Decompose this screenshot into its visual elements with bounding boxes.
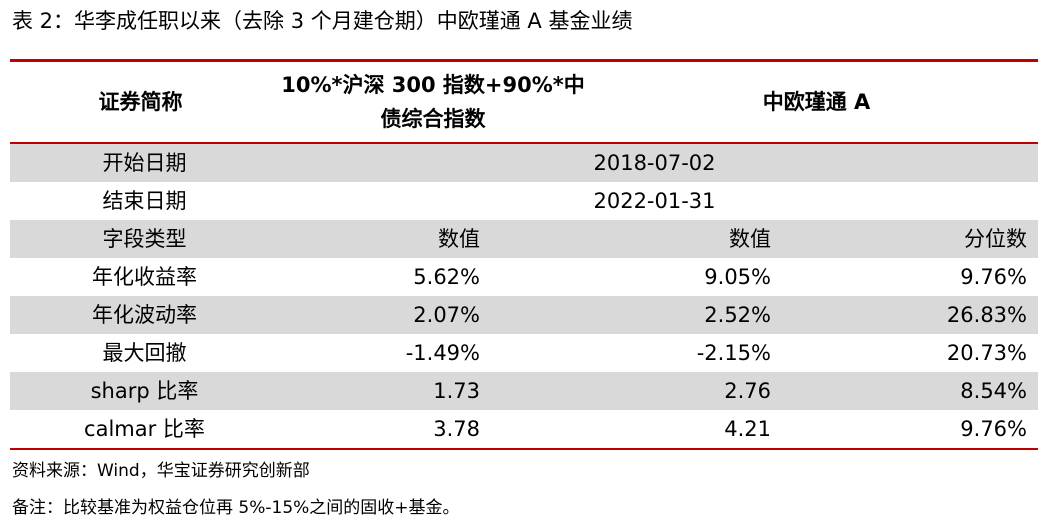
fund-value: 2.76 (724, 379, 771, 403)
benchmark-value: 2.07% (413, 303, 480, 327)
fund-value: 9.05% (704, 265, 771, 289)
row-label: calmar 比率 (10, 410, 271, 450)
top-rule (10, 59, 1038, 62)
benchmark-value: -1.49% (405, 341, 480, 365)
row-label: sharp 比率 (10, 372, 271, 410)
benchmark-value: 5.62% (413, 265, 480, 289)
benchmark-value: 3.78 (433, 417, 480, 441)
field-type-percentile: 分位数 (964, 227, 1027, 251)
fund-percentile: 8.54% (960, 379, 1027, 403)
fund-value: 2.52% (704, 303, 771, 327)
row-label: 年化收益率 (92, 265, 197, 289)
table-row: 年化波动率 2.07% 2.52% 26.83% (10, 296, 1039, 334)
table-row: 字段类型 数值 数值 分位数 (10, 220, 1039, 258)
fund-value: -2.15% (696, 341, 771, 365)
fund-percentile: 20.73% (946, 341, 1027, 365)
table-row: 年化收益率 5.62% 9.05% 9.76% (10, 258, 1038, 296)
table-row: 开始日期 2018-07-02 (10, 143, 1039, 182)
table-title: 表 2：华李成任职以来（去除 3 个月建仓期）中欧瑾通 A 基金业绩 (12, 9, 633, 33)
end-date-value: 2022-01-31 (593, 189, 716, 213)
header-benchmark-line2: 债综合指数 (380, 107, 486, 131)
performance-table: 证券简称 10%*沪深 300 指数+90%*中 债综合指数 中欧瑾通 A 开始… (10, 62, 1039, 450)
header-row: 证券简称 10%*沪深 300 指数+90%*中 债综合指数 中欧瑾通 A (10, 62, 1039, 144)
row-label: 最大回撤 (102, 341, 187, 365)
fund-percentile: 9.76% (960, 417, 1027, 441)
source-note: 资料来源：Wind，华宝证券研究创新部 (12, 461, 310, 481)
field-type-value: 数值 (438, 227, 480, 251)
fund-value: 4.21 (724, 417, 771, 441)
field-type-value: 数值 (729, 227, 771, 251)
header-security-name: 证券简称 (10, 62, 271, 144)
remark-note: 备注：比较基准为权益仓位再 5%-15%之间的固收+基金。 (12, 498, 460, 518)
header-benchmark-line1: 10%*沪深 300 指数+90%*中 (281, 73, 585, 97)
header-fund: 中欧瑾通 A (595, 62, 1039, 144)
benchmark-value: 1.73 (433, 379, 480, 403)
fund-percentile: 26.83% (946, 303, 1027, 327)
start-date-label: 开始日期 (10, 143, 271, 182)
end-date-label: 结束日期 (102, 189, 187, 213)
table-row: 最大回撤 -1.49% -2.15% 20.73% (10, 334, 1038, 372)
header-benchmark: 10%*沪深 300 指数+90%*中 债综合指数 (271, 62, 595, 144)
field-type-label: 字段类型 (10, 220, 271, 258)
row-label: 年化波动率 (10, 296, 271, 334)
table-row: calmar 比率 3.78 4.21 9.76% (10, 410, 1039, 450)
start-date-value: 2018-07-02 (271, 143, 1039, 182)
table-row: sharp 比率 1.73 2.76 8.54% (10, 372, 1039, 410)
table-row: 结束日期 2022-01-31 (10, 182, 1038, 220)
fund-percentile: 9.76% (960, 265, 1027, 289)
